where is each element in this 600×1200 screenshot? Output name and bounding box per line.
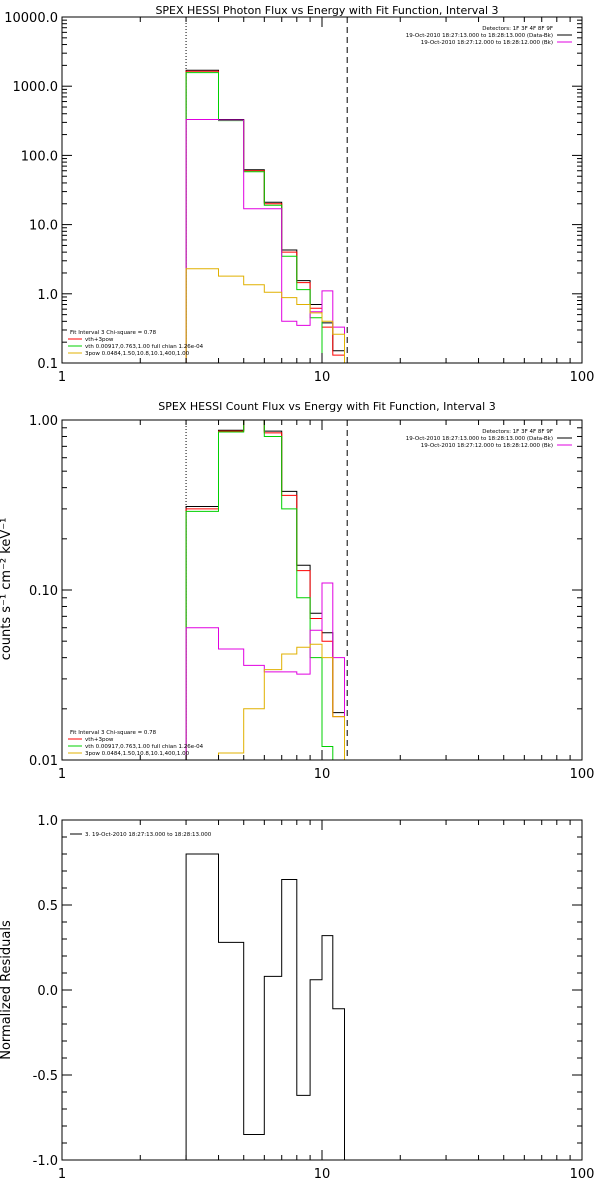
count-fit-entry-0: vth+3pow (85, 737, 114, 743)
photon-xtick-label-0: 1 (58, 370, 66, 385)
photon-series-1 (185, 70, 345, 363)
photon-fit-entry-1: vth 0.00917,0.763,1.00 full chian 1.26e-… (85, 344, 204, 350)
residuals-ticks: 1 10 100 -1.0 -0.5 0.0 0.5 1.0 (33, 814, 595, 1182)
count-fit-header: Fit Interval 3 Chi-square = 0.78 (70, 730, 157, 736)
photon-series-3 (185, 119, 345, 363)
count-series-3 (185, 582, 345, 760)
photon-ytick-label-0: 0.1 (37, 357, 58, 372)
count-flux-panel: SPEX HESSI Count Flux vs Energy with Fit… (0, 400, 594, 782)
count-series-1 (185, 420, 345, 760)
residuals-series-0 (185, 853, 345, 1160)
count-series-4 (185, 643, 345, 760)
photon-ytick-label-4: 1000.0 (13, 80, 59, 95)
residuals-ytick-label-0: -1.0 (33, 1154, 58, 1169)
count-flux-legend: Detectors: 1F 3F 4F 8F 9F 19-Oct-2010 18… (406, 429, 572, 449)
photon-fit-entry-0: vth+3pow (85, 337, 114, 343)
residuals-ytick-label-1: -0.5 (33, 1069, 58, 1084)
count-flux-ylabel: counts s⁻¹ cm⁻² keV⁻¹ (0, 518, 14, 661)
count-series-0 (185, 420, 345, 760)
photon-fit-legend: Fit Interval 3 Chi-square = 0.78 vth+3po… (68, 330, 204, 357)
count-flux-ticks: 1 10 100 0.01 0.10 1.00 (29, 414, 594, 782)
residuals-marks (185, 853, 345, 1160)
photon-series-4 (185, 268, 345, 363)
count-ytick-label-0: 0.01 (29, 754, 58, 769)
count-series-2 (185, 420, 345, 760)
photon-flux-frame (61, 16, 583, 364)
photon-flux-marks (185, 17, 348, 363)
photon-ytick-label-2: 10.0 (29, 219, 58, 234)
count-fit-entry-2: 3pow 0.0484,1.50,10.8,10.1,400,1.00 (85, 751, 190, 757)
count-flux-marks (185, 420, 348, 760)
photon-flux-legend: Detectors: 1F 3F 4F 8F 9F 19-Oct-2010 18… (406, 26, 572, 46)
photon-ytick-label-5: 10000.0 (4, 11, 58, 26)
photon-series-2 (185, 72, 345, 363)
photon-series-0 (185, 69, 345, 363)
count-xtick-label-0: 1 (58, 767, 66, 782)
count-xtick-label-1: 10 (314, 767, 331, 782)
count-fit-legend: Fit Interval 3 Chi-square = 0.78 vth+3po… (68, 730, 204, 757)
photon-flux-panel: SPEX HESSI Photon Flux vs Energy with Fi… (4, 4, 594, 385)
photon-legend-entry-0: 19-Oct-2010 18:27:13.000 to 18:28:13.000… (406, 33, 553, 39)
residuals-xtick-label-2: 100 (570, 1167, 595, 1182)
residuals-ytick-label-3: 0.5 (37, 899, 58, 914)
residuals-frame (61, 819, 583, 1161)
residuals-xtick-label-0: 1 (58, 1167, 66, 1182)
count-flux-frame (61, 419, 583, 761)
residuals-ytick-label-4: 1.0 (37, 814, 58, 829)
residuals-ytick-label-2: 0.0 (37, 984, 58, 999)
photon-fit-entry-2: 3pow 0.0484,1.50,10.8,10.1,400,1.00 (85, 351, 190, 357)
residuals-xtick-label-1: 10 (314, 1167, 331, 1182)
residuals-legend-entry-0: 3. 19-Oct-2010 18:27:13.000 to 18:28:13.… (85, 832, 212, 838)
photon-legend-header: Detectors: 1F 3F 4F 8F 9F (482, 26, 553, 32)
residuals-panel: Normalized Residuals 1 10 100 -1.0 -0.5 0.0 0.… (0, 814, 594, 1182)
count-legend-header: Detectors: 1F 3F 4F 8F 9F (482, 429, 553, 435)
residuals-ylabel: Normalized Residuals (0, 920, 14, 1060)
count-ytick-label-2: 1.00 (29, 414, 58, 429)
count-ytick-label-1: 0.10 (29, 584, 58, 599)
residuals-legend: 3. 19-Oct-2010 18:27:13.000 to 18:28:13.… (70, 832, 212, 838)
photon-xtick-label-2: 100 (570, 370, 595, 385)
photon-flux-ticks: 1 10 100 0.1 1.0 10.0 100.0 1000.0 10000.0 (4, 11, 594, 385)
photon-ytick-label-3: 100.0 (21, 149, 58, 164)
count-legend-entry-1: 19-Oct-2010 18:27:12.000 to 18:28:12.000… (421, 443, 553, 449)
count-fit-entry-1: vth 0.00917,0.763,1.00 full chian 1.26e-… (85, 744, 204, 750)
photon-xtick-label-1: 10 (314, 370, 331, 385)
photon-flux-title: SPEX HESSI Photon Flux vs Energy with Fi… (155, 4, 498, 17)
count-xtick-label-2: 100 (570, 767, 595, 782)
count-legend-entry-0: 19-Oct-2010 18:27:13.000 to 18:28:13.000… (406, 436, 553, 442)
photon-legend-entry-1: 19-Oct-2010 18:27:12.000 to 18:28:12.000… (421, 40, 553, 46)
photon-ytick-label-1: 1.0 (37, 288, 58, 303)
count-flux-title: SPEX HESSI Count Flux vs Energy with Fit… (158, 400, 495, 413)
photon-fit-header: Fit Interval 3 Chi-square = 0.78 (70, 330, 157, 336)
